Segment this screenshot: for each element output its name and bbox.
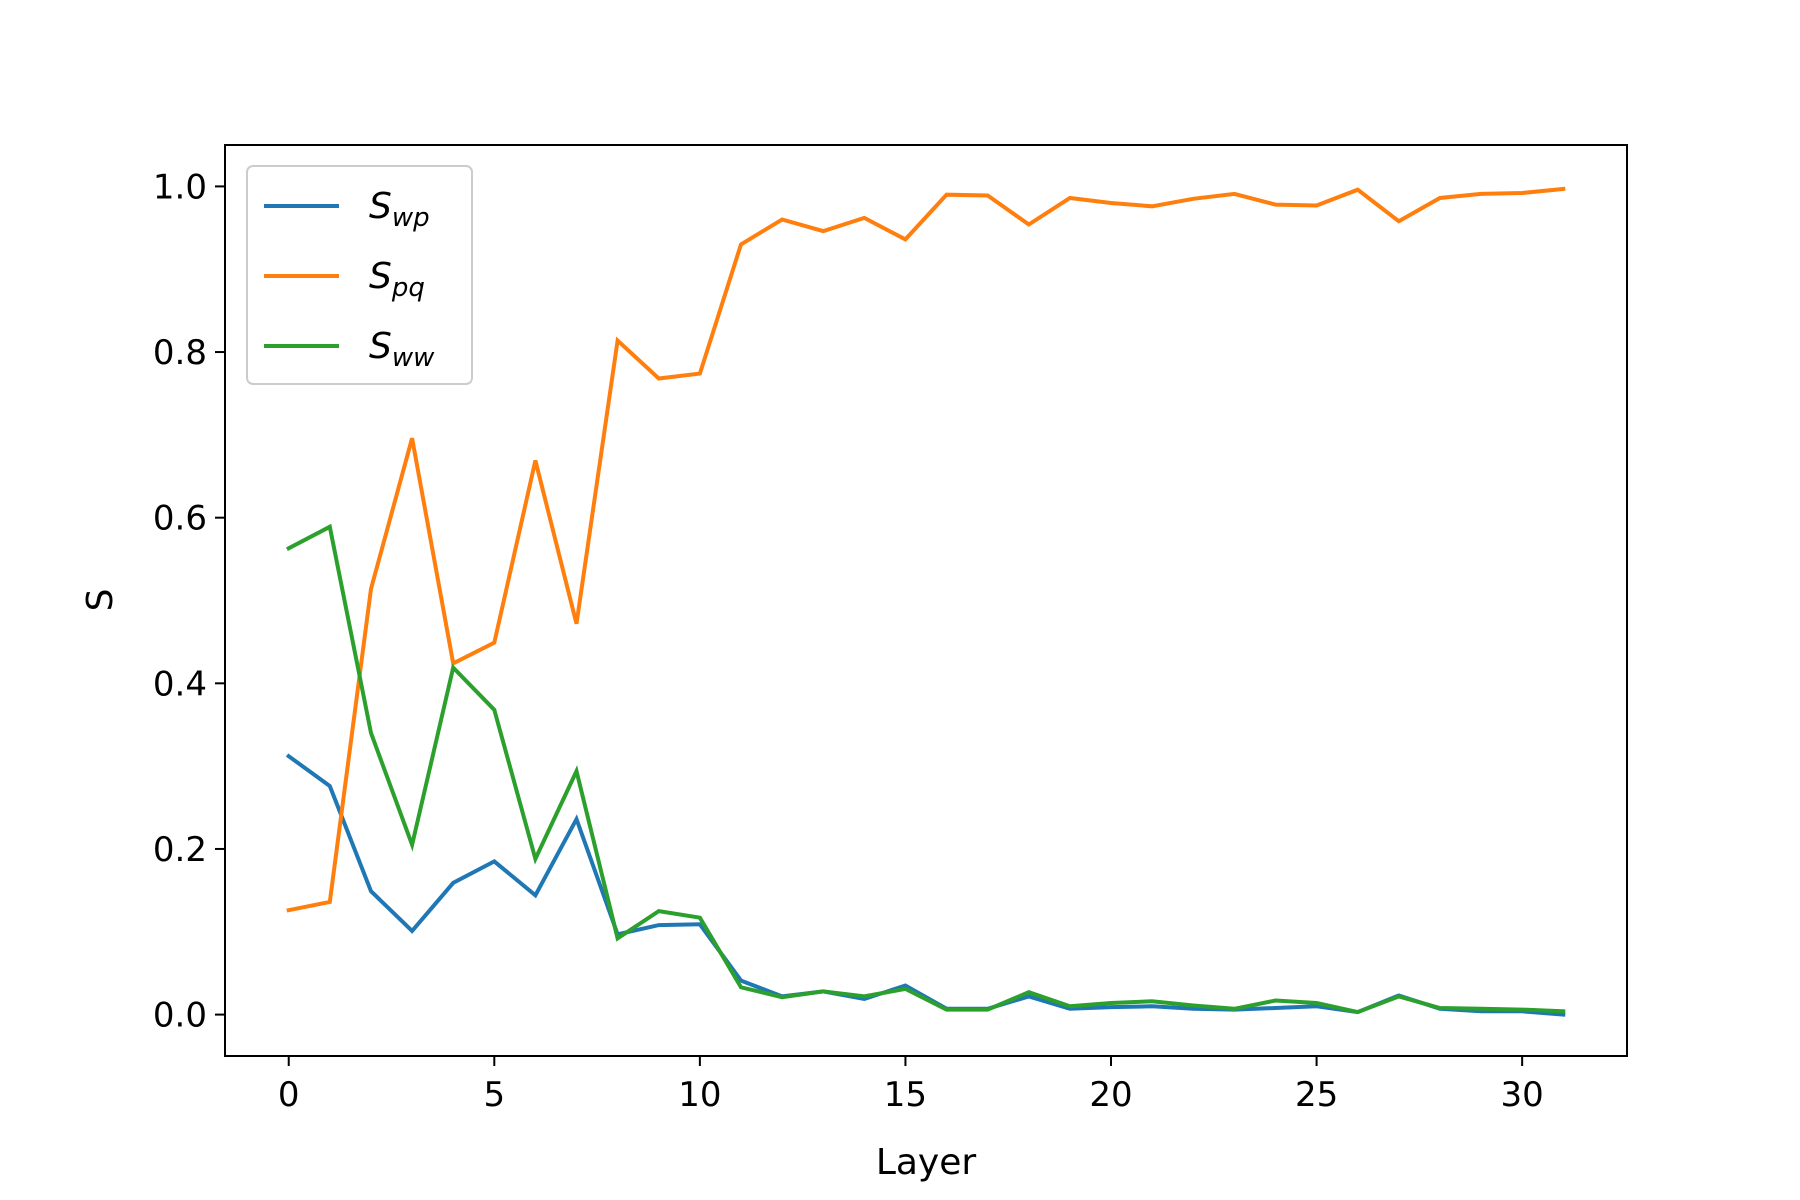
y-tick-label: 1.0: [153, 167, 207, 207]
series-line-pq: [286, 186, 1566, 913]
series-line-ww: [286, 523, 1566, 1015]
y-tick-label: 0.8: [153, 333, 207, 373]
x-tick-label: 15: [884, 1075, 927, 1115]
legend-label-wp: Swp: [369, 186, 430, 233]
legend-label-subscript: pq: [391, 273, 425, 303]
y-tick-label: 0.6: [153, 499, 207, 539]
legend-label-pq: Spq: [369, 256, 425, 303]
y-tick-label: 0.4: [153, 664, 207, 704]
legend-box: [246, 165, 473, 385]
x-axis-label: Layer: [876, 1142, 977, 1183]
plot-frame: [224, 144, 1628, 1057]
legend-label-subscript: wp: [392, 203, 430, 233]
y-tick-label: 0.2: [153, 830, 207, 870]
x-tick-label: 30: [1501, 1075, 1544, 1115]
x-tick-label: 20: [1089, 1075, 1132, 1115]
x-tick-label: 10: [678, 1075, 721, 1115]
x-tick-label: 0: [278, 1075, 300, 1115]
legend-label-main: S: [369, 256, 392, 297]
x-tick-label: 25: [1295, 1075, 1338, 1115]
legend-label-subscript: ww: [392, 343, 435, 373]
legend-label-main: S: [369, 326, 392, 367]
legend-label-main: S: [369, 186, 392, 227]
legend-label-ww: Sww: [369, 326, 435, 373]
y-axis-ticks: 0.0 0.2 0.4 0.6 0.8 1.0: [153, 167, 225, 1036]
x-tick-label: 5: [483, 1075, 505, 1115]
y-tick-label: 0.0: [153, 996, 207, 1036]
y-axis-label: S: [80, 589, 121, 612]
series-layer: [285, 186, 1566, 1017]
x-axis-ticks: 0 5 10 15 20 25 30: [278, 1056, 1544, 1115]
